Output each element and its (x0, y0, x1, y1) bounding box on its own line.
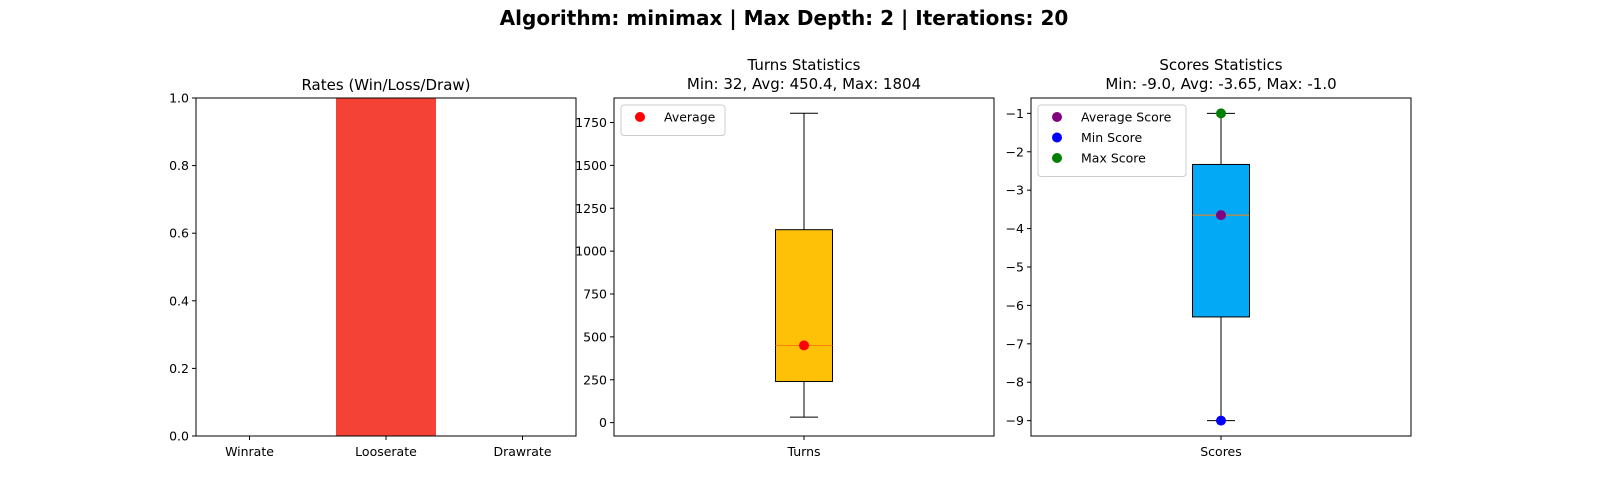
panel-title-line-2: Min: -9.0, Avg: -3.65, Max: -1.0 (1105, 75, 1336, 93)
x-tick-label: Turns (786, 444, 820, 459)
y-tick-label: −5 (1006, 260, 1024, 275)
y-tick-label: 1000 (575, 244, 607, 259)
marker-max-score (1216, 108, 1226, 119)
marker-average-score (1216, 210, 1226, 221)
marker-average (799, 340, 809, 351)
panel-title-line-2: Min: 32, Avg: 450.4, Max: 1804 (687, 75, 921, 93)
legend-marker (1052, 153, 1062, 163)
legend: Average Score Min Score Max Score (1037, 104, 1187, 177)
y-tick-label: 750 (583, 287, 607, 302)
legend-entry-label: Average Score (1081, 110, 1172, 125)
chart-panels: Rates (Win/Loss/Draw) 0.0 0.2 0.4 0.6 0.8 1.0 W… (169, 56, 1412, 459)
legend-entry-label: Max Score (1081, 151, 1146, 166)
panel-title-line-1: Scores Statistics (1159, 56, 1282, 74)
y-tick-label: −2 (1006, 144, 1024, 159)
figure-suptitle: Algorithm: minimax | Max Depth: 2 | Iter… (500, 6, 1069, 30)
y-tick-label: 0.4 (169, 293, 189, 308)
y-tick-label: −8 (1006, 375, 1024, 390)
y-tick-label: 1250 (575, 201, 607, 216)
x-tick-label: Winrate (225, 444, 274, 459)
legend-marker (635, 112, 645, 122)
panel-title: Rates (Win/Loss/Draw) (301, 76, 470, 94)
y-tick-label: 0.0 (169, 429, 189, 444)
y-tick-label: 0 (599, 415, 607, 430)
y-tick-label: −1 (1006, 106, 1024, 121)
y-tick-label: 0.2 (169, 361, 189, 376)
y-tick-label: 0.6 (169, 226, 189, 241)
bar-looserate (336, 98, 436, 436)
x-tick-label: Scores (1200, 444, 1242, 459)
axes-frame (613, 97, 995, 437)
chart-panel-1: Rates (Win/Loss/Draw) 0.0 0.2 0.4 0.6 0.8 1.0 W… (169, 76, 577, 459)
x-tick-label: Looserate (355, 444, 417, 459)
y-tick-label: 1750 (575, 115, 607, 130)
y-tick-label: −7 (1006, 336, 1024, 351)
axes-frame (1030, 97, 1412, 437)
y-tick-label: 500 (583, 329, 607, 344)
y-tick-label: −3 (1006, 183, 1024, 198)
legend-marker (1052, 112, 1062, 122)
y-tick-label: 0.8 (169, 158, 189, 173)
box-body (1192, 163, 1250, 318)
panel-title-line-1: Turns Statistics (747, 56, 861, 74)
x-tick-label: Drawrate (493, 444, 551, 459)
marker-min-score (1216, 415, 1226, 426)
axes-frame (195, 97, 577, 437)
legend-entry-label: Min Score (1081, 130, 1142, 145)
y-tick-label: −9 (1006, 413, 1024, 428)
legend-entry-label: Average (664, 110, 716, 125)
y-tick-label: 1500 (575, 158, 607, 173)
box-body (775, 229, 833, 382)
y-tick-label: −4 (1006, 221, 1024, 236)
legend-frame (1037, 104, 1187, 177)
y-tick-label: 1.0 (169, 91, 189, 106)
y-tick-label: 250 (583, 372, 607, 387)
legend-marker (1052, 132, 1062, 143)
legend-frame (620, 104, 726, 136)
y-tick-label: −6 (1006, 298, 1024, 313)
legend: Average (620, 104, 726, 136)
